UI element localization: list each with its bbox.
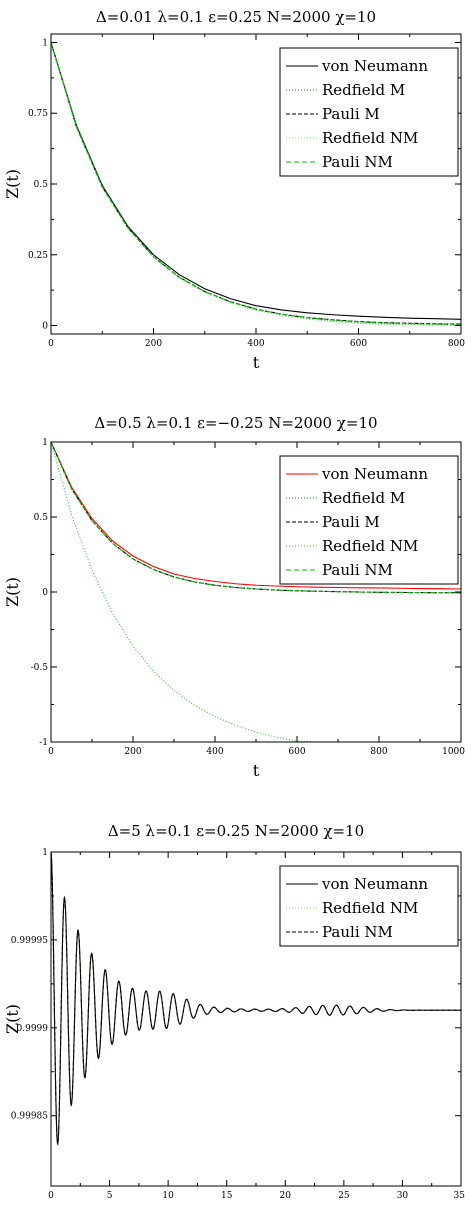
y-tick-label: 0.99985	[11, 1112, 48, 1122]
legend-label: Pauli M	[322, 105, 380, 123]
x-tick-label: 200	[124, 747, 141, 757]
plot-area	[51, 852, 461, 1146]
chart-panel-1: Δ=0.01 λ=0.1 ε=0.25 N=2000 χ=10 0 200 400 60…	[3, 8, 465, 372]
y-tick-label: 0.75	[28, 109, 48, 119]
chart-panel-2: Δ=0.5 λ=0.1 ε=−0.25 N=2000 χ=10 0 200 400 60…	[3, 414, 465, 780]
legend-label: Redfield M	[322, 81, 405, 99]
y-tick-label: 0.5	[34, 513, 49, 523]
y-tick-label: -1	[39, 738, 48, 748]
series-line-5	[51, 442, 461, 594]
x-tick-label: 0	[48, 1191, 54, 1201]
y-tick-label: 0.9999	[17, 1024, 49, 1034]
x-axis-label: t	[253, 761, 260, 780]
legend-label: Redfield M	[322, 489, 405, 507]
x-tick-label: 35	[454, 1191, 466, 1201]
legend-label: Redfield NM	[322, 899, 418, 917]
y-tick-label: 0.25	[28, 251, 48, 261]
x-tick-label: 20	[280, 1191, 292, 1201]
x-tick-label: 0	[48, 339, 54, 349]
legend-label: Pauli NM	[322, 561, 393, 579]
plot-area	[51, 442, 461, 742]
x-tick-label: 800	[370, 747, 387, 757]
series-line-4	[51, 42, 461, 327]
chart-title: Δ=5 λ=0.1 ε=0.25 N=2000 χ=10	[108, 822, 364, 840]
legend: von Neumann Redfield NM Pauli NM	[279, 865, 459, 947]
x-tick-label: 400	[247, 339, 264, 349]
legend-label: Pauli NM	[322, 923, 393, 941]
x-tick-label: 0	[48, 747, 54, 757]
legend-label: von Neumann	[321, 57, 428, 75]
x-tick-label: 200	[145, 339, 162, 349]
chart-title: Δ=0.01 λ=0.1 ε=0.25 N=2000 χ=10	[96, 8, 376, 26]
y-tick-label: 0	[42, 588, 48, 598]
x-tick-label: 30	[397, 1191, 409, 1201]
legend-box	[279, 865, 459, 947]
chart-title: Δ=0.5 λ=0.1 ε=−0.25 N=2000 χ=10	[94, 414, 377, 432]
plot-area	[51, 42, 461, 327]
y-axis-label: Z(t)	[3, 1004, 22, 1034]
legend-box	[279, 455, 459, 585]
y-tick-label: 0	[42, 322, 48, 332]
x-tick-label: 600	[288, 747, 305, 757]
legend: von Neumann Redfield M Pauli M Redfield NM P…	[279, 47, 459, 177]
legend: von Neumann Redfield M Pauli M Redfield NM P…	[279, 455, 459, 585]
legend-label: von Neumann	[321, 875, 428, 893]
y-tick-label: -0.5	[31, 663, 49, 673]
x-axis-label: t	[253, 1205, 260, 1209]
legend-label: von Neumann	[321, 465, 428, 483]
x-tick-label: 1000	[442, 747, 465, 757]
legend-label: Redfield NM	[322, 129, 418, 147]
x-tick-label: 15	[221, 1191, 233, 1201]
series-line-4	[51, 442, 461, 742]
legend-label: Redfield NM	[322, 537, 418, 555]
x-tick-label: 25	[338, 1191, 350, 1201]
x-tick-label: 5	[107, 1191, 113, 1201]
y-tick-label: 1	[42, 848, 48, 858]
series-line-1	[51, 442, 461, 590]
series-line-3	[51, 852, 461, 1146]
legend-box	[279, 47, 459, 177]
legend-label: Pauli NM	[322, 153, 393, 171]
x-tick-label: 400	[206, 747, 223, 757]
y-tick-label: 1	[42, 438, 48, 448]
y-tick-label: 0.5	[34, 180, 49, 190]
y-tick-label: 1	[42, 38, 48, 48]
x-tick-label: 600	[350, 339, 367, 349]
chart-panel-3: Δ=5 λ=0.1 ε=0.25 N=2000 χ=10 0 5 10 15 20 25 30…	[3, 822, 465, 1209]
legend-label: Pauli M	[322, 513, 380, 531]
x-tick-label: 800	[448, 339, 465, 349]
y-tick-label: 0.99995	[11, 936, 48, 946]
series-line-1	[51, 42, 461, 320]
x-axis-label: t	[253, 353, 260, 372]
y-axis-label: Z(t)	[3, 169, 22, 199]
y-axis-label: Z(t)	[3, 577, 22, 607]
series-line-5	[51, 42, 461, 325]
x-tick-label: 10	[162, 1191, 174, 1201]
